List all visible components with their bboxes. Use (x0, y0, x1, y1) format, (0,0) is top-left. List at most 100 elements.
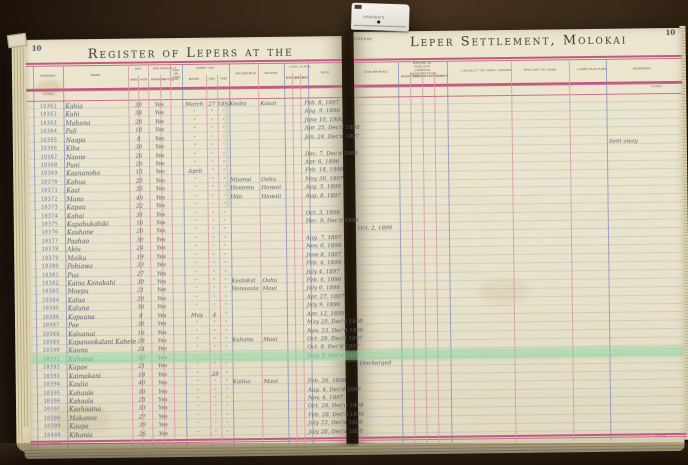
cell-dy: ″ (212, 270, 215, 277)
cell-yr: ″ (224, 278, 227, 285)
cell-yr: 1893 (217, 101, 232, 108)
cell-haw: Yes (156, 237, 166, 244)
barcode-icon (354, 4, 362, 9)
cell-mo: ″ (196, 329, 199, 336)
cell-yr: ″ (225, 371, 228, 378)
cell-yr: ″ (222, 109, 225, 116)
cell-dy: ″ (214, 430, 217, 437)
cell-mo: ″ (195, 320, 199, 328)
cell-mo: ″ (194, 202, 197, 210)
cell-dy: ″ (212, 228, 215, 235)
corner-sticker (6, 32, 28, 49)
cell-age: 18 (138, 372, 146, 379)
cell-yr: ″ (223, 236, 227, 243)
col-nat-foreigner: Foreigner (162, 78, 179, 82)
cell-dy: ″ (212, 261, 215, 268)
cell-age: 36 (137, 304, 145, 311)
cell-dy: ″ (213, 287, 216, 294)
cell-mo: ″ (196, 371, 199, 378)
column-ruling (5, 16, 687, 448)
cell-age: 16 (137, 330, 145, 337)
cell-yr: ″ (224, 312, 228, 319)
cell-mo: ″ (195, 278, 198, 285)
cell-yr: ″ (223, 211, 226, 218)
cell-n: 10389 (42, 339, 60, 346)
cell-dy: ″ (214, 405, 217, 412)
cell-died: July 28, Dec'd 1898 (308, 428, 363, 436)
cell-yr: ″ (224, 303, 227, 310)
cell-mo: ″ (195, 295, 198, 302)
cell-haw: Yes (155, 186, 166, 193)
tab-hole (377, 20, 381, 24)
cell-n: 10363 (40, 120, 58, 127)
cell-dy: ″ (212, 236, 215, 243)
col-manifest-tubercular: Tubercular (425, 75, 443, 79)
cell-mo: April (188, 169, 203, 176)
cell-n: 10372 (40, 196, 59, 203)
cell-yr: ″ (225, 404, 229, 411)
cell-n: 10384 (42, 297, 60, 304)
cell-age: 26 (138, 431, 146, 438)
cell-yr: ″ (225, 396, 229, 403)
col-nat-hawaiian: Hawaiian (151, 78, 167, 82)
cell-mo: ″ (195, 287, 198, 294)
cell-haw: Yes (156, 245, 166, 252)
cell-age: 21 (137, 287, 145, 295)
cell-isl: Hawaii (261, 193, 282, 200)
cell-disch: Discharged (359, 360, 392, 368)
cell-n: 10362 (39, 111, 58, 119)
cell-dy: ″ (213, 320, 216, 327)
cell-dy: ″ (213, 362, 217, 369)
cell-dy: ″ (212, 211, 215, 218)
cell-age: 27 (138, 414, 146, 421)
col-complications: COMPLICATIONS (577, 67, 607, 72)
cell-dy: ″ (214, 413, 217, 420)
cell-isl: Hawaii (261, 185, 282, 192)
cell-res: Moanui (230, 177, 252, 184)
cell-haw: Yes (157, 312, 167, 320)
right-page (353, 27, 687, 444)
col-island: ISLAND (264, 71, 278, 76)
cell-age: 8 (136, 136, 141, 143)
cell-haw: Yes (157, 304, 167, 311)
cell-age: 30 (137, 321, 145, 328)
left-page-number: 10 (31, 43, 42, 53)
col-nationality-group: NATIONALITY (152, 67, 177, 71)
cell-age: 28 (137, 338, 145, 345)
cell-yr: ″ (226, 413, 229, 420)
cell-yr: ″ (223, 185, 226, 192)
cell-n: 10366 (40, 145, 58, 152)
cell-yr: ″ (224, 270, 227, 277)
cell-dy: ″ (213, 303, 216, 310)
cell-isl: Kauai (260, 100, 277, 108)
cell-haw: Yes (157, 296, 167, 303)
cell-n: 10373 (41, 204, 59, 211)
cell-yr: ″ (225, 362, 228, 369)
cell-n: 10387 (42, 322, 60, 329)
cell-res: Honuaula (231, 286, 259, 293)
cell-n: 10393 (43, 373, 61, 380)
cell-died: Jan. 24, Dec'd 1897 (304, 133, 360, 141)
cell-age: 22 (136, 203, 144, 210)
cell-dy: ″ (212, 244, 215, 251)
cell-yr: ″ (222, 126, 225, 133)
col-civil-group: CIVIL STATE (289, 65, 311, 69)
cell-age: 21 (138, 363, 146, 370)
cell-dy: ″ (211, 160, 214, 167)
cell-yr: ″ (223, 168, 226, 175)
col-died: DIED (320, 71, 330, 75)
cell-haw: Yes (156, 211, 166, 218)
cell-haw: Yes (156, 262, 166, 269)
cell-age: 30 (135, 144, 143, 151)
cell-mo: ″ (197, 430, 200, 437)
cell-mo: ″ (194, 219, 197, 226)
cell-mo: ″ (195, 253, 198, 260)
cell-rem: Sent away (608, 138, 638, 145)
col-residence: RESIDENCE (235, 72, 257, 76)
cell-age: 30 (138, 389, 146, 396)
cell-dy: ″ (213, 329, 216, 336)
cell-dy: ″ (210, 118, 214, 125)
cell-isl: Maui (262, 286, 277, 293)
cell-haw: Yes (154, 119, 165, 126)
cell-mo: ″ (196, 379, 199, 387)
